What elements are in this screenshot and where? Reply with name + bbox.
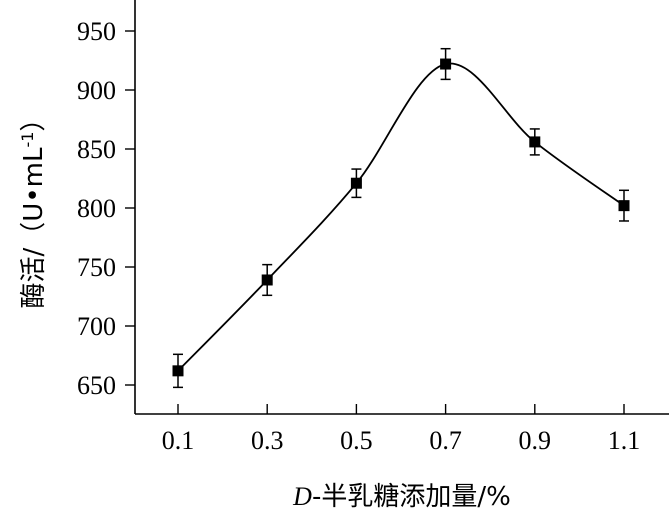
x-axis-title-prefix: D — [292, 482, 312, 511]
data-point — [529, 136, 541, 148]
x-tick-label: 1.1 — [608, 426, 641, 455]
y-axis-title-sup: -1 — [18, 132, 37, 148]
y-tick-label: 950 — [77, 17, 116, 46]
data-point — [172, 365, 184, 377]
x-tick-label: 0.9 — [519, 426, 552, 455]
y-tick-label: 700 — [77, 312, 116, 341]
data-markers — [172, 58, 630, 377]
y-axis-ticks: 650 700 750 800 850 900 950 — [77, 17, 135, 400]
error-bars — [173, 47, 629, 389]
y-axis-title: 酶活/（U•mL-1） — [18, 106, 50, 309]
x-axis-title-text: -半乳糖添加量/% — [312, 482, 511, 512]
x-axis-ticks: 0.1 0.3 0.5 0.7 0.9 1.1 — [162, 404, 641, 455]
y-tick-label: 650 — [77, 371, 116, 400]
y-tick-label: 800 — [77, 194, 116, 223]
data-point — [261, 274, 273, 286]
x-tick-label: 0.7 — [429, 426, 462, 455]
y-axis-title-text: 酶活/（U•mL — [19, 147, 49, 308]
y-tick-label: 900 — [77, 76, 116, 105]
y-tick-label: 750 — [77, 253, 116, 282]
y-tick-label: 850 — [77, 135, 116, 164]
data-point — [350, 177, 362, 189]
x-tick-label: 0.1 — [162, 426, 195, 455]
series-curve — [177, 62, 625, 372]
data-point — [440, 58, 452, 70]
data-point — [618, 200, 630, 212]
x-tick-label: 0.3 — [251, 426, 284, 455]
x-axis-title: D-半乳糖添加量/% — [292, 482, 511, 512]
x-tick-label: 0.5 — [340, 426, 373, 455]
y-axis-title-end: ） — [19, 106, 49, 132]
